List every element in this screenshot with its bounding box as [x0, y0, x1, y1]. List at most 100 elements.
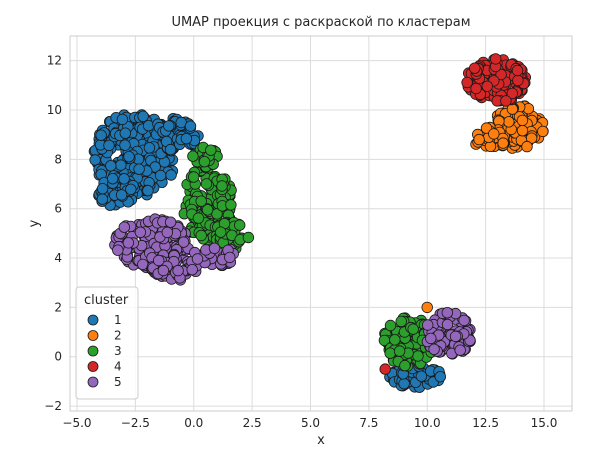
legend-marker-2	[87, 330, 99, 341]
data-point-cluster-3	[399, 359, 411, 372]
data-point-cluster-5	[208, 242, 221, 255]
y-tick-label: −2	[44, 399, 62, 413]
data-point-cluster-3	[211, 208, 223, 220]
data-point-cluster-3	[393, 345, 406, 357]
data-point-cluster-3	[201, 204, 214, 216]
x-tick-label: 0.0	[184, 416, 203, 430]
data-point-cluster-3	[412, 350, 424, 362]
data-point-cluster-3	[205, 144, 217, 156]
data-point-cluster-2	[503, 116, 515, 128]
data-point-cluster-1	[142, 119, 155, 132]
data-point-cluster-5	[224, 251, 236, 264]
data-point-cluster-4	[495, 68, 507, 81]
y-tick-label: 4	[54, 251, 62, 265]
data-point-cluster-3	[242, 231, 255, 244]
data-point-cluster-1	[96, 193, 109, 205]
data-point-cluster-3	[225, 199, 237, 211]
data-point-cluster-3	[233, 219, 246, 231]
legend-title: cluster	[84, 293, 129, 308]
data-point-cluster-2	[521, 140, 533, 153]
data-point-cluster-3	[198, 155, 211, 168]
x-tick-label: −5.0	[62, 416, 91, 430]
data-point-cluster-1	[434, 371, 447, 383]
data-point-cluster-1	[143, 142, 156, 154]
x-tick-label: 15.0	[531, 416, 558, 430]
data-point-cluster-5	[172, 264, 184, 277]
data-point-cluster-5	[112, 244, 124, 256]
data-point-cluster-5	[425, 332, 437, 345]
data-point-cluster-4	[469, 62, 481, 74]
legend-label-4: 4	[114, 360, 122, 374]
data-point-cluster-1	[123, 150, 135, 163]
data-point-cluster-1	[106, 172, 119, 185]
data-point-cluster-4	[512, 74, 524, 87]
data-point-cluster-5	[441, 318, 454, 331]
data-point-cluster-3	[407, 323, 419, 335]
data-point-cluster-1	[96, 182, 109, 195]
data-point-cluster-1	[184, 120, 197, 132]
data-point-cluster-3	[195, 195, 207, 207]
legend-marker-5	[87, 376, 99, 388]
data-point-cluster-3	[192, 212, 205, 224]
data-point-cluster-1	[154, 169, 167, 182]
data-point-cluster-3	[195, 229, 207, 242]
legend-marker-4	[87, 361, 99, 372]
data-point-cluster-5	[157, 264, 170, 277]
data-point-cluster-2	[516, 114, 529, 127]
data-point-cluster-5	[134, 226, 147, 239]
data-point-cluster-2	[537, 125, 549, 138]
data-point-cluster-1	[95, 129, 107, 141]
data-point-cluster-1	[164, 143, 177, 156]
data-point-cluster-3	[384, 319, 397, 332]
data-point-cluster-5	[118, 221, 131, 233]
y-tick-label: 0	[54, 350, 62, 364]
data-point-cluster-3	[214, 226, 227, 238]
data-point-cluster-1	[165, 169, 177, 181]
data-point-cluster-1	[103, 139, 115, 152]
data-point-cluster-3	[187, 171, 200, 183]
data-point-cluster-1	[142, 184, 154, 197]
data-point-cluster-4	[511, 64, 524, 77]
data-point-cluster-1	[115, 189, 128, 201]
data-point-cluster-5	[191, 253, 204, 265]
data-point-cluster-5	[161, 226, 174, 239]
data-point-cluster-5	[422, 319, 434, 331]
legend-label-3: 3	[114, 344, 122, 358]
legend: cluster 1 23 45	[75, 286, 139, 400]
data-point-cluster-3	[389, 334, 401, 346]
y-tick-label: 6	[54, 202, 62, 216]
x-tick-label: 5.0	[301, 416, 320, 430]
data-point-cluster-3	[395, 315, 407, 328]
x-axis-label: x	[317, 433, 325, 448]
data-point-cluster-3	[200, 178, 213, 190]
data-point-cluster-4	[379, 363, 391, 375]
plot-area-frame	[69, 35, 573, 412]
data-point-cluster-4	[461, 76, 473, 89]
data-point-cluster-4	[506, 87, 519, 100]
data-point-cluster-5	[449, 330, 462, 343]
data-point-cluster-1	[119, 139, 131, 151]
y-axis-label: y	[27, 219, 42, 227]
data-point-cluster-4	[470, 82, 482, 95]
data-point-cluster-1	[125, 183, 137, 196]
data-point-cluster-4	[500, 95, 512, 107]
data-point-cluster-3	[216, 180, 228, 192]
data-point-cluster-5	[458, 314, 470, 327]
data-point-cluster-5	[122, 237, 135, 249]
data-point-cluster-1	[119, 127, 132, 139]
x-tick-label: 2.5	[243, 416, 262, 430]
data-point-cluster-2	[473, 133, 485, 146]
legend-label-2: 2	[114, 329, 122, 343]
data-point-cluster-2	[421, 301, 433, 314]
data-point-cluster-1	[89, 154, 101, 166]
legend-label-1: 1	[114, 313, 122, 327]
data-point-cluster-3	[384, 347, 396, 359]
y-tick-label: 2	[54, 300, 62, 314]
data-point-cluster-1	[115, 159, 127, 171]
data-point-cluster-1	[118, 173, 130, 185]
data-point-cluster-1	[180, 132, 193, 145]
data-point-cluster-5	[152, 254, 165, 267]
data-point-cluster-5	[441, 307, 454, 319]
legend-marker-1	[87, 314, 99, 326]
